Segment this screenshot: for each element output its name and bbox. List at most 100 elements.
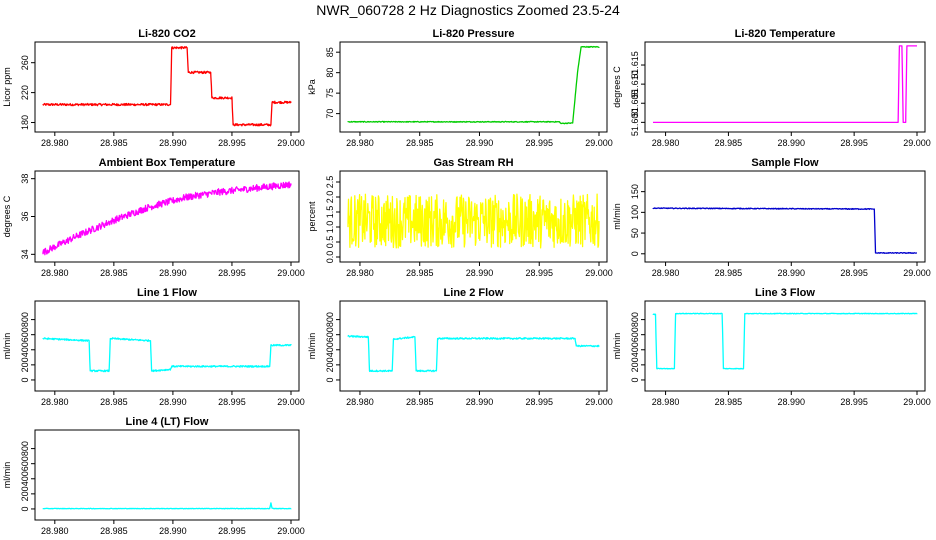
y-tick-label: 600 — [630, 327, 640, 342]
y-tick-label: 100 — [630, 205, 640, 220]
x-tick-label: 29.000 — [585, 138, 613, 148]
x-tick-label: 28.990 — [466, 397, 494, 407]
plot-frame — [339, 41, 608, 133]
y-tick-label: 200 — [20, 357, 30, 372]
x-tick-label: 29.000 — [585, 268, 613, 278]
chart-panel-8: Line 2 Flow 28.980 28.985 28.990 28.995 29.00… — [307, 287, 613, 407]
x-tick-label: 28.980 — [41, 138, 69, 148]
chart-title: Line 4 (LT) Flow — [126, 416, 209, 428]
data-series-line — [42, 45, 292, 127]
data-series-line — [347, 193, 600, 249]
y-tick-label: 0 — [630, 251, 640, 256]
y-axis-label: ml/min — [307, 333, 317, 360]
x-tick-label: 28.990 — [159, 268, 187, 278]
x-tick-label: 29.000 — [277, 397, 305, 407]
x-tick-label: 28.985 — [406, 268, 434, 278]
plot-frame — [34, 429, 300, 521]
x-tick-label: 28.980 — [652, 268, 680, 278]
chart-panel-1: Li-820 CO2 28.980 28.985 28.990 28.995 29.000… — [2, 28, 305, 148]
x-tick-label: 29.000 — [903, 138, 931, 148]
y-tick-label: 50 — [630, 228, 640, 238]
y-tick-label: 0.0 — [325, 251, 335, 264]
chart-title: Sample Flow — [751, 157, 819, 169]
plot-frame — [34, 300, 300, 392]
y-axis-label: degrees C — [612, 66, 622, 108]
y-tick-label: 1.5 — [325, 206, 335, 219]
y-tick-label: 2.0 — [325, 191, 335, 204]
plot-frame — [339, 170, 608, 263]
y-tick-label: 600 — [325, 327, 335, 342]
x-tick-label: 29.000 — [585, 397, 613, 407]
y-tick-label: 0 — [325, 377, 335, 382]
x-tick-label: 28.995 — [525, 397, 553, 407]
x-tick-label: 28.980 — [41, 526, 69, 536]
y-tick-label: 2.5 — [325, 176, 335, 189]
data-series-line — [42, 181, 292, 256]
y-tick-label: 200 — [20, 486, 30, 501]
x-tick-label: 28.980 — [41, 397, 69, 407]
x-tick-label: 28.985 — [100, 526, 128, 536]
x-tick-label: 28.990 — [778, 268, 806, 278]
y-tick-label: 0.5 — [325, 236, 335, 249]
x-tick-label: 28.985 — [715, 138, 743, 148]
plot-frame — [339, 300, 608, 392]
y-tick-label: 400 — [630, 342, 640, 357]
x-tick-label: 28.985 — [715, 397, 743, 407]
x-tick-label: 28.980 — [346, 138, 374, 148]
x-tick-label: 29.000 — [903, 397, 931, 407]
x-tick-label: 29.000 — [277, 138, 305, 148]
x-tick-label: 28.985 — [406, 397, 434, 407]
x-tick-label: 28.995 — [840, 138, 868, 148]
x-tick-label: 29.000 — [903, 268, 931, 278]
data-series-line — [652, 312, 918, 370]
plot-frame — [34, 41, 300, 133]
x-tick-label: 28.990 — [778, 138, 806, 148]
y-axis-label: degrees C — [2, 195, 12, 237]
x-tick-label: 28.980 — [652, 138, 680, 148]
y-tick-label: 0 — [630, 377, 640, 382]
y-tick-label: 400 — [325, 342, 335, 357]
chart-panel-3: Li-820 Temperature 28.980 28.985 28.990 28.9… — [612, 28, 931, 148]
y-axis-label: Licor ppm — [2, 67, 12, 107]
chart-panel-4: Ambient Box Temperature 28.980 28.985 28.99… — [2, 157, 305, 278]
chart-panel-5: Gas Stream RH 28.980 28.985 28.990 28.995 29.… — [307, 157, 613, 278]
y-tick-label: 220 — [20, 85, 30, 100]
y-tick-label: 150 — [630, 184, 640, 199]
chart-title: Line 1 Flow — [137, 287, 197, 299]
y-tick-label: 600 — [20, 456, 30, 471]
y-tick-label: 70 — [325, 109, 335, 119]
y-tick-label: 0 — [20, 506, 30, 511]
x-tick-label: 28.990 — [466, 138, 494, 148]
x-tick-label: 28.990 — [159, 526, 187, 536]
x-tick-label: 28.995 — [218, 268, 246, 278]
x-tick-label: 28.995 — [840, 268, 868, 278]
x-tick-label: 28.995 — [218, 138, 246, 148]
plot-frame — [34, 170, 300, 263]
x-tick-label: 28.985 — [100, 397, 128, 407]
y-tick-label: 1.0 — [325, 221, 335, 234]
y-tick-label: 51.600 — [630, 109, 640, 137]
y-tick-label: 800 — [630, 312, 640, 327]
y-axis-label: ml/min — [612, 333, 622, 360]
y-tick-label: 38 — [20, 174, 30, 184]
x-tick-label: 28.995 — [218, 397, 246, 407]
x-tick-label: 28.985 — [100, 268, 128, 278]
y-tick-label: 600 — [20, 327, 30, 342]
y-tick-label: 0 — [20, 377, 30, 382]
chart-panel-10: Line 4 (LT) Flow 28.980 28.985 28.990 28.995… — [2, 416, 305, 536]
y-axis-label: kPa — [307, 79, 317, 95]
y-tick-label: 51.605 — [630, 89, 640, 117]
chart-panel-9: Line 3 Flow 28.980 28.985 28.990 28.995 29.00… — [612, 287, 931, 407]
y-tick-label: 800 — [325, 312, 335, 327]
x-tick-label: 28.980 — [346, 397, 374, 407]
chart-title: Ambient Box Temperature — [99, 157, 236, 169]
chart-title: Li-820 Temperature — [735, 28, 836, 40]
x-tick-label: 28.980 — [41, 268, 69, 278]
y-tick-label: 200 — [630, 357, 640, 372]
x-tick-label: 28.985 — [406, 138, 434, 148]
data-series-line — [347, 45, 600, 125]
y-tick-label: 800 — [20, 312, 30, 327]
data-series-line — [42, 337, 292, 373]
y-tick-label: 400 — [20, 471, 30, 486]
y-axis-label: ml/min — [2, 462, 12, 489]
